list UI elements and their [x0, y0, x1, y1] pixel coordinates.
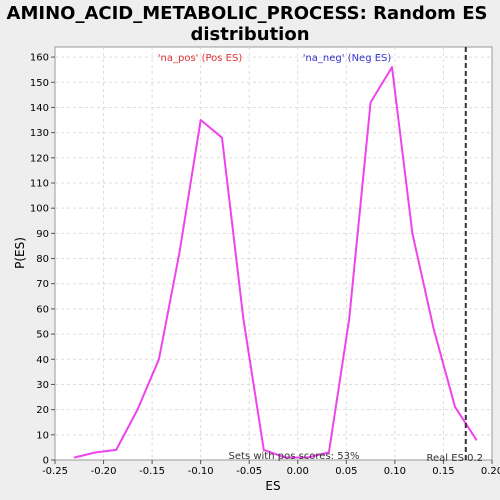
x-tick-label: 0.20 [481, 466, 500, 477]
pos-annotation: 'na_pos' (Pos ES) [158, 53, 243, 64]
data-point [158, 358, 160, 361]
data-point [475, 439, 478, 441]
plot-area [54, 46, 493, 461]
y-axis-label: P(ES) [13, 237, 27, 269]
data-point [221, 136, 223, 139]
data-point [199, 119, 202, 121]
data-point [94, 451, 97, 454]
y-tick-label: 10 [36, 430, 49, 441]
y-tick-label: 70 [36, 279, 49, 290]
y-tick-label: 150 [30, 78, 49, 89]
x-tick-label: 0.00 [287, 466, 309, 477]
y-tick-label: 60 [36, 304, 49, 315]
tick-layer: 0 10 20 30 40 50 60 70 80 90 100 110 120 130 140 150 160… [30, 53, 500, 477]
x-tick-label: -0.25 [42, 466, 68, 477]
y-tick-label: 100 [30, 204, 49, 215]
data-point [328, 451, 330, 454]
y-tick-label: 20 [36, 405, 49, 416]
data-point [454, 406, 456, 408]
x-tick-label: -0.05 [236, 466, 262, 477]
y-tick-label: 120 [30, 153, 49, 164]
x-tick-label: 0.05 [335, 466, 357, 477]
series-line [74, 66, 478, 459]
x-tick-label: -0.15 [139, 466, 165, 477]
y-tick-label: 110 [30, 178, 49, 189]
series-layer [73, 66, 478, 459]
data-point [115, 449, 117, 451]
data-point [136, 408, 139, 411]
y-tick-label: 0 [43, 456, 49, 467]
data-point [432, 328, 435, 330]
y-tick-label: 50 [36, 330, 49, 341]
sets-annotation: Sets with pos scores: 53% [229, 451, 360, 462]
y-tick-label: 40 [36, 355, 49, 366]
data-point [411, 232, 414, 235]
x-axis-label: ES [265, 479, 280, 493]
data-point [348, 318, 351, 320]
y-tick-label: 130 [30, 128, 49, 139]
y-tick-label: 90 [36, 229, 49, 240]
y-tick-label: 80 [36, 254, 49, 265]
data-point [306, 456, 309, 459]
data-point [73, 456, 76, 459]
data-point [369, 101, 372, 104]
real-es-annotation: Real ES 0.2 [427, 453, 483, 464]
neg-annotation: 'na_neg' (Neg ES) [303, 53, 392, 64]
x-tick-label: 0.10 [384, 466, 406, 477]
data-point [284, 456, 286, 459]
data-point [262, 449, 265, 451]
x-tick-label: 0.15 [432, 466, 454, 477]
chart-title-line1: AMINO_ACID_METABOLIC_PROCESS: Random ES [7, 3, 488, 24]
y-tick-label: 140 [30, 103, 49, 114]
data-point [391, 66, 393, 68]
grid-layer [55, 47, 492, 460]
chart-title-line2: distribution [190, 24, 309, 45]
y-tick-label: 30 [36, 380, 49, 391]
y-tick-label: 160 [30, 53, 49, 64]
x-tick-label: -0.20 [91, 466, 117, 477]
data-point [178, 252, 181, 255]
data-point [242, 318, 245, 320]
x-tick-label: -0.10 [188, 466, 214, 477]
